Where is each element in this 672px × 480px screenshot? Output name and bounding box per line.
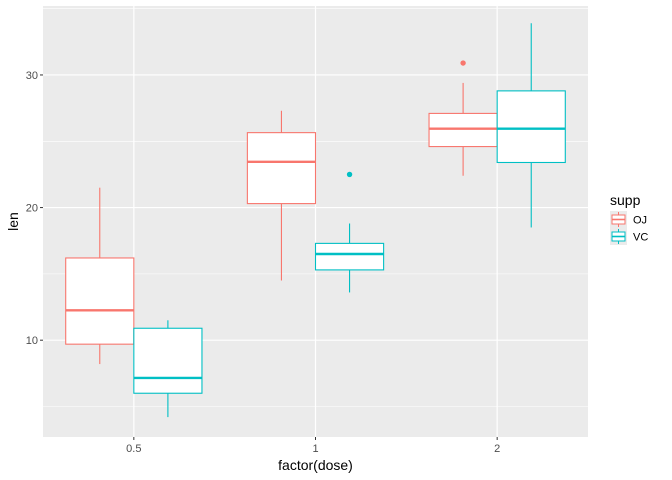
box-body [314,242,385,271]
legend-label-OJ: OJ [633,215,647,227]
box-body [246,132,317,205]
major-gridlines [43,6,588,437]
box-body [133,327,203,394]
box-VC-2 [496,23,566,228]
x-axis: 0.5 1 2 [126,437,500,455]
y-axis: 10 20 30 [26,70,43,347]
box-VC-0.5 [133,320,203,418]
x-tick-label: 0.5 [126,443,141,455]
box-body [496,90,566,164]
legend-title: supp [610,192,641,208]
outlier-point [346,171,353,178]
x-tick-label: 2 [494,443,500,455]
box-layer [65,23,566,418]
box-OJ-0.5 [65,187,135,365]
box-OJ-1 [246,110,317,281]
outlier-point [460,60,466,66]
box-body [65,257,135,345]
legend: supp OJ VC [610,192,648,245]
y-tick-label: 10 [26,335,38,347]
box-body [428,112,498,148]
y-axis-title: len [5,212,21,231]
y-tick-label: 20 [26,203,38,215]
x-tick-label: 1 [312,443,318,455]
box-OJ-2 [428,60,498,176]
legend-label-VC: VC [633,232,648,244]
y-tick-label: 30 [26,70,38,82]
box-VC-1 [314,171,385,293]
x-axis-title: factor(dose) [278,457,353,473]
